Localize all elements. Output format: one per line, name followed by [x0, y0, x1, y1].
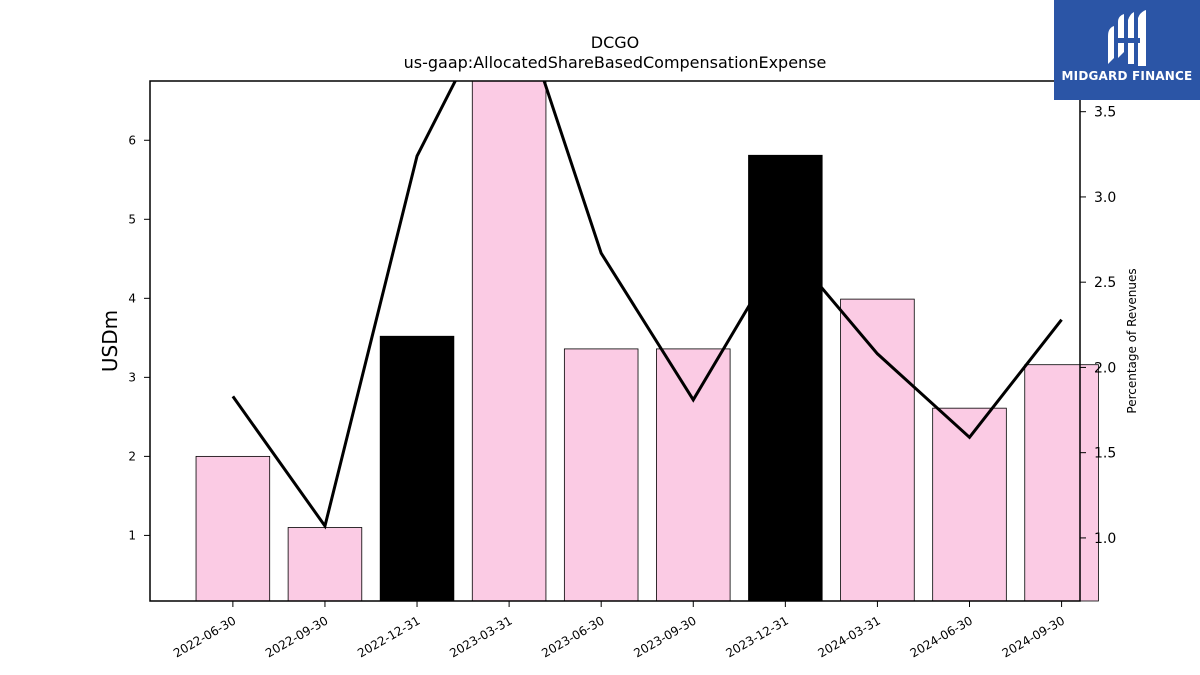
line-group: [231, 81, 1063, 530]
left-axis: 1 2 3 4 5 6: [128, 133, 150, 542]
x-tick-label: 2024-06-30: [908, 613, 975, 660]
y2-tick-label: 2.0: [1094, 360, 1116, 376]
brand-name: MIDGARD FINANCE: [1061, 69, 1193, 83]
bar: [1024, 364, 1099, 602]
bar: [287, 527, 363, 602]
bar: [195, 455, 271, 602]
y-axis-label: USDm: [98, 310, 122, 372]
x-tick-label: 2024-03-31: [816, 613, 883, 660]
series-line: [231, 81, 1063, 530]
y-tick-label: 6: [128, 133, 136, 147]
y2-tick-label: 2.5: [1094, 275, 1116, 291]
bar-group: [195, 80, 1099, 602]
y-tick-label: 5: [128, 212, 136, 226]
y2-tick-label: 3.5: [1094, 105, 1116, 121]
x-axis: 2022-06-30 2022-09-30 2022-12-31 2023-03-31…: [171, 601, 1067, 660]
bar: [840, 298, 915, 602]
bar: [471, 80, 547, 602]
bar: [656, 348, 731, 602]
y2-tick-label: 1.5: [1094, 446, 1116, 462]
y-tick-label: 1: [128, 528, 136, 542]
right-axis: 1.0 1.5 2.0 2.5 3.0 3.5: [1080, 105, 1116, 547]
x-tick-label: 2024-09-30: [1000, 613, 1067, 660]
x-tick-label: 2022-06-30: [171, 613, 238, 660]
y2-tick-label: 1.0: [1094, 531, 1116, 547]
y2-tick-label: 3.0: [1094, 190, 1116, 206]
x-tick-label: 2022-09-30: [263, 613, 330, 660]
x-tick-label: 2023-03-31: [447, 613, 514, 660]
bar: [379, 335, 455, 602]
y-tick-label: 4: [128, 291, 136, 305]
x-tick-label: 2022-12-31: [355, 613, 422, 660]
brand-logo: MIDGARD FINANCE: [1054, 0, 1200, 100]
bar: [748, 154, 823, 602]
x-tick-label: 2023-12-31: [723, 613, 790, 660]
chart-title: DCGO: [591, 33, 639, 52]
bar: [932, 407, 1007, 602]
y-tick-label: 2: [128, 449, 136, 463]
chart-subtitle: us-gaap:AllocatedShareBasedCompensationE…: [404, 53, 827, 72]
plot-frame: [149, 80, 1081, 602]
bar: [563, 348, 639, 602]
midgard-mh-icon: [1108, 10, 1146, 66]
x-tick-label: 2023-09-30: [631, 613, 698, 660]
y2-axis-label: Percentage of Revenues: [1125, 268, 1139, 413]
y-tick-label: 3: [128, 370, 136, 384]
x-tick-label: 2023-06-30: [539, 613, 606, 660]
